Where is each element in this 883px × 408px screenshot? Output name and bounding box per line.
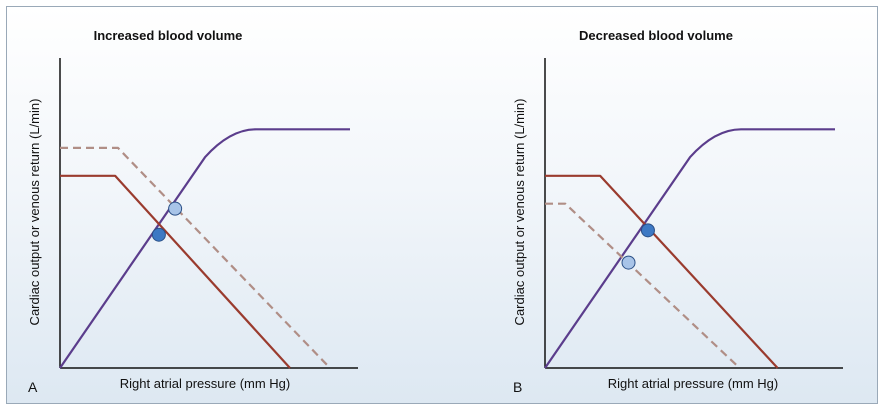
panel-b-equilibrium-point-2 — [621, 255, 636, 270]
panel-b-ylabel: Cardiac output or venous return (L/min) — [512, 99, 527, 326]
panel-a-equilibrium-point-1 — [151, 227, 166, 242]
panel-b-venous-return-shifted-line — [545, 202, 741, 369]
panel-a-venous-return-normal-line — [60, 174, 291, 369]
panel-a-xlabel: Right atrial pressure (mm Hg) — [120, 376, 291, 391]
panel-a-equilibrium-point-2 — [168, 201, 183, 216]
figure-frame — [6, 6, 878, 404]
panel-a-ylabel: Cardiac output or venous return (L/min) — [27, 99, 42, 326]
panel-b-cardiac-output-line — [544, 128, 835, 369]
panel-a-cardiac-output-line — [59, 128, 350, 369]
panel-a-venous-return-shifted-line — [60, 146, 331, 369]
panel-b-equilibrium-point-1 — [640, 223, 655, 238]
panel-b-xlabel: Right atrial pressure (mm Hg) — [608, 376, 779, 391]
panel-a-title: Increased blood volume — [94, 28, 243, 43]
panel-b-title: Decreased blood volume — [579, 28, 733, 43]
panel-b-letter: B — [513, 379, 522, 395]
panel-b-venous-return-normal-line — [545, 174, 779, 369]
panel-a-letter: A — [28, 379, 38, 395]
